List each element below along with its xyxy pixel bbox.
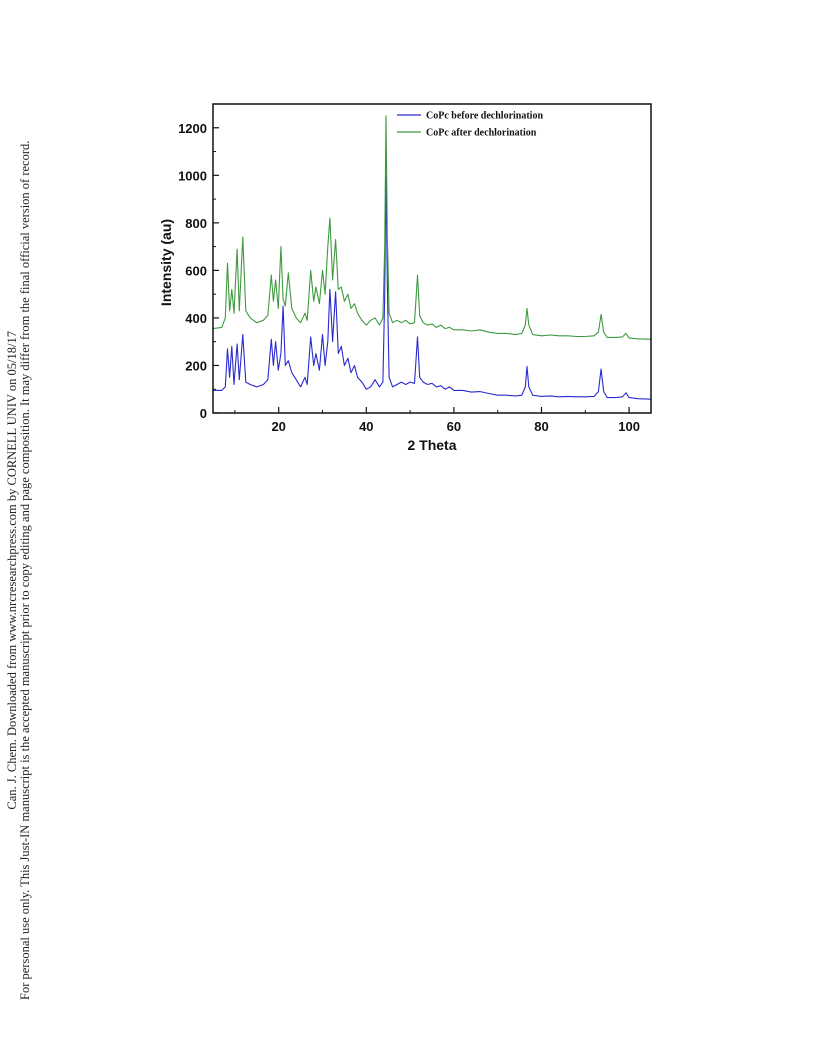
x-tick-label: 60 [447, 419, 461, 434]
y-tick-label: 1000 [178, 168, 207, 183]
y-tick-label: 600 [185, 263, 207, 278]
series-line-2 [212, 115, 652, 340]
legend-label-1: CoPc before dechlorination [426, 111, 543, 122]
x-tick-label: 100 [618, 419, 640, 434]
y-tick-label: 1200 [178, 121, 207, 136]
x-axis-title: 2 Theta [407, 437, 456, 453]
x-tick-label: 80 [534, 419, 548, 434]
y-tick-label: 800 [185, 216, 207, 231]
y-tick-label: 200 [185, 358, 207, 373]
legend-label-2: CoPc after dechlorination [426, 128, 537, 139]
x-tick-label: 40 [359, 419, 373, 434]
x-tick-label: 20 [271, 419, 285, 434]
plot-area [212, 115, 652, 400]
series-line-1 [213, 174, 652, 400]
legend: CoPc before dechlorination CoPc after dec… [397, 111, 543, 139]
plot-frame [212, 103, 652, 414]
y-tick-label: 0 [200, 406, 207, 421]
y-tick-label: 400 [185, 311, 207, 326]
y-axis-title: Intensity (au) [158, 219, 174, 306]
